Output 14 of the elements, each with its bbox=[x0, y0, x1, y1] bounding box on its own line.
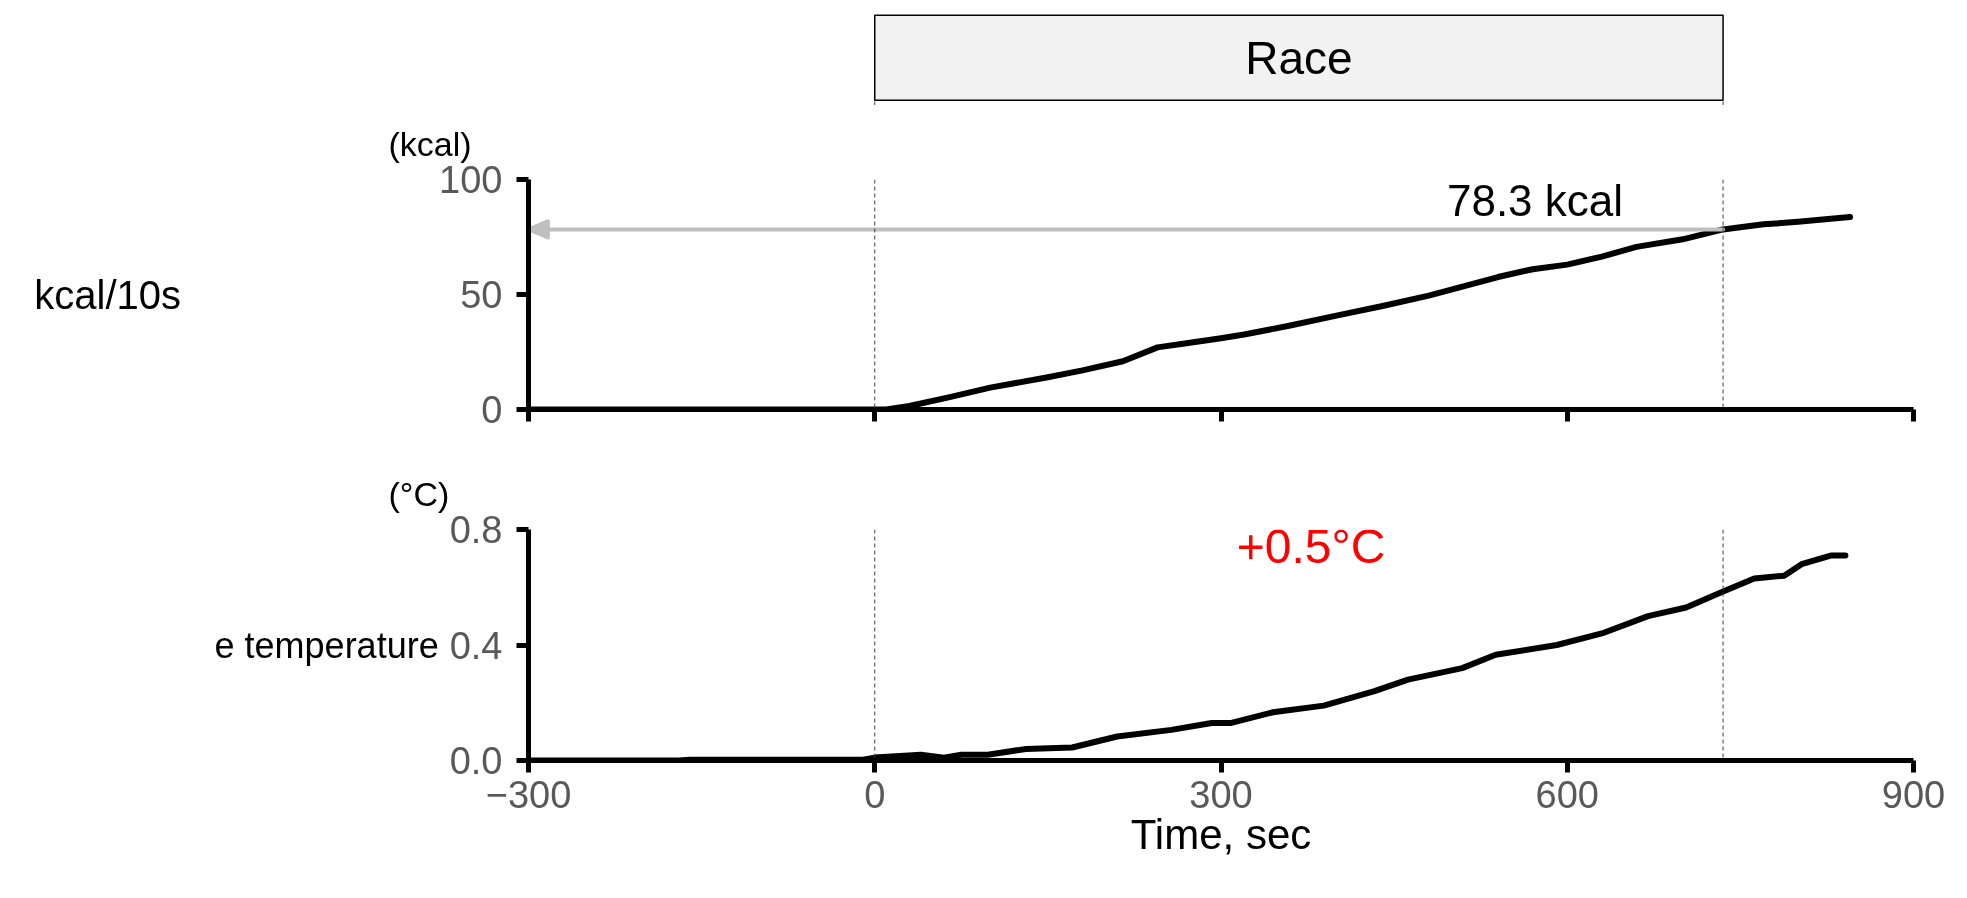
text: Race bbox=[1245, 31, 1353, 84]
y-axis-title: kcal/10s bbox=[34, 272, 182, 317]
ref-line-label: 78.3 kcal bbox=[1446, 176, 1624, 226]
y-tick-label: 50 bbox=[460, 274, 503, 316]
text: (°C) bbox=[388, 474, 450, 513]
y-tick-label: 0 bbox=[481, 389, 503, 431]
y-tick-label: 0.8 bbox=[449, 509, 503, 551]
x-tick-label: 600 bbox=[1535, 773, 1599, 816]
annotation: +0.5°C bbox=[1236, 519, 1386, 573]
x-tick-label: 900 bbox=[1881, 773, 1946, 816]
y-axis-title: e temperature bbox=[214, 624, 439, 666]
text: (kcal) bbox=[388, 124, 472, 163]
x-tick-label: 0 bbox=[864, 773, 886, 816]
y-tick-label: 0.4 bbox=[449, 624, 503, 667]
